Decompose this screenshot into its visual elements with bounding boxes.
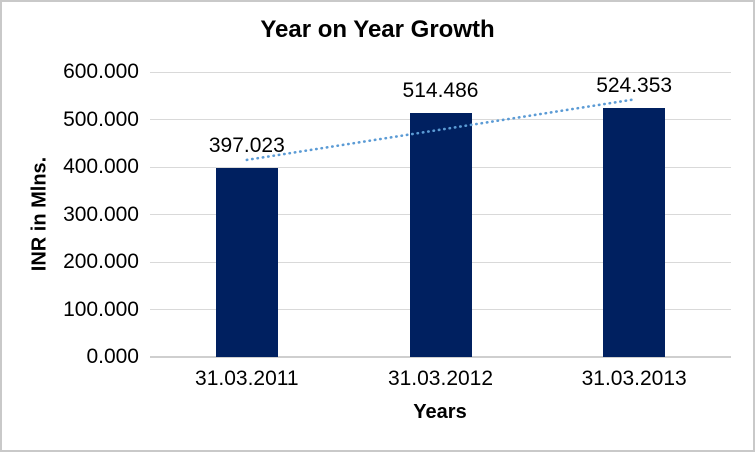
bar-data-label: 514.486 — [402, 78, 479, 102]
gridline — [150, 71, 731, 73]
y-axis-tick-label: 300.000 — [63, 202, 139, 226]
y-axis-tick-label: 600.000 — [63, 60, 139, 83]
y-axis-tick-label: 500.000 — [63, 107, 139, 131]
x-axis-title: Years — [413, 401, 467, 423]
x-axis-tick-label: 31.03.2012 — [387, 367, 494, 390]
chart-title: Year on Year Growth — [260, 16, 495, 43]
y-axis-tick-label: 200.000 — [63, 250, 139, 273]
y-axis-tick-label: 0.000 — [86, 345, 139, 368]
bar-data-label: 397.023 — [208, 134, 285, 158]
bar[interactable] — [603, 107, 666, 357]
bar[interactable] — [409, 112, 472, 357]
bar[interactable] — [215, 168, 278, 357]
x-axis-tick-label: 31.03.2013 — [581, 367, 687, 390]
x-axis-tick-label: 31.03.2011 — [195, 367, 299, 390]
y-axis-tick-label: 400.000 — [63, 155, 139, 178]
bar-data-label: 524.353 — [596, 73, 673, 97]
y-axis-tick-label: 100.000 — [63, 297, 139, 321]
x-axis-line — [150, 356, 731, 358]
